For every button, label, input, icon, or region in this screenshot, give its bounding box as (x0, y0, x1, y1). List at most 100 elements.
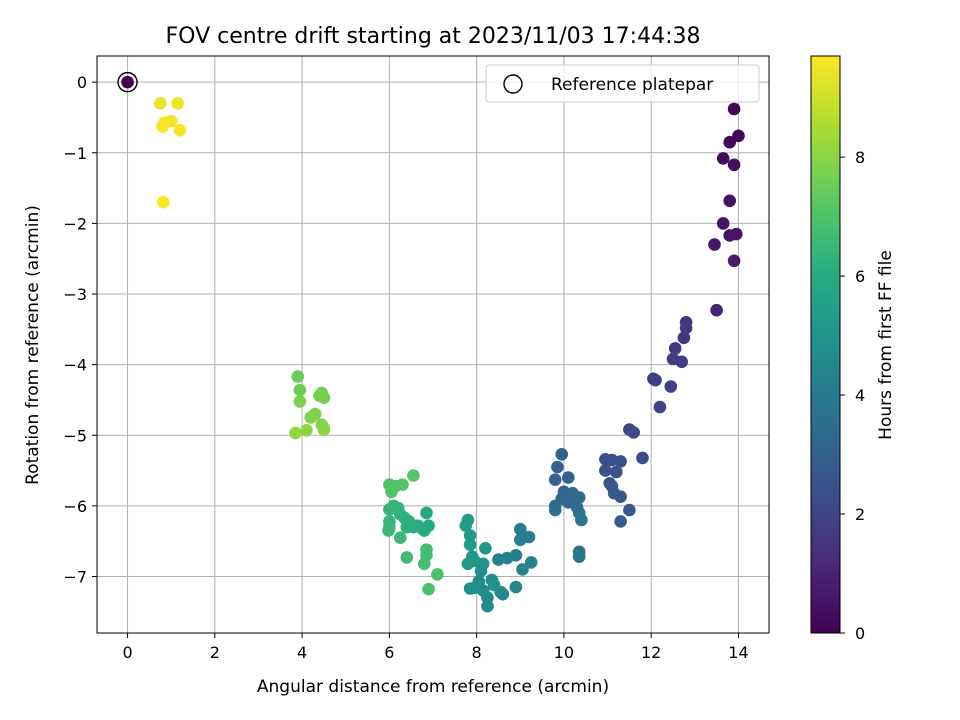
data-point (396, 478, 409, 492)
data-point (157, 195, 170, 209)
data-point (548, 473, 562, 487)
data-point (562, 471, 575, 484)
data-point (727, 254, 741, 268)
data-point (514, 522, 527, 536)
legend-box (485, 64, 760, 103)
data-point (708, 238, 721, 251)
data-point (599, 464, 612, 477)
data-point (463, 529, 477, 542)
y-axis-ticks: 0 −1 −2 −3 −4 −5 −6 −7 (63, 73, 97, 587)
x-tick-label: 10 (554, 643, 574, 662)
data-point (422, 582, 435, 596)
scatter-points (154, 97, 745, 613)
data-point (496, 587, 510, 601)
x-axis-ticks: 0 2 4 6 8 10 12 14 (122, 633, 749, 662)
data-point (710, 303, 723, 317)
colorbar-tick-label: 6 (855, 267, 865, 286)
y-axis-label: Rotation from reference (arcmin) (23, 205, 43, 485)
data-point (418, 557, 431, 571)
data-point (154, 97, 167, 110)
data-point (492, 553, 505, 566)
data-point (677, 331, 691, 345)
data-point (627, 426, 640, 439)
data-point (727, 158, 741, 172)
data-point (394, 531, 407, 544)
data-point (400, 551, 414, 564)
data-point (610, 465, 623, 479)
data-point (461, 557, 475, 571)
reference-point-fill (121, 75, 134, 89)
colorbar-tick-label: 2 (855, 505, 865, 524)
data-point (171, 97, 184, 110)
data-point (675, 355, 688, 369)
data-point (551, 460, 564, 474)
colorbar-tick-label: 4 (855, 386, 865, 405)
y-tick-label: −2 (63, 214, 87, 233)
data-point (156, 120, 169, 133)
data-point (487, 578, 501, 592)
colorbar-tick-label: 0 (855, 624, 865, 643)
data-point (514, 533, 527, 547)
data-point (420, 506, 433, 520)
x-axis-label: Angular distance from reference (arcmin) (257, 677, 609, 697)
chart-title: FOV centre drift starting at 2023/11/03 … (166, 24, 701, 49)
colorbar-tick-label: 8 (855, 148, 865, 167)
data-point (463, 582, 477, 595)
data-point (727, 102, 741, 116)
data-point (636, 451, 649, 465)
data-point (382, 524, 395, 537)
data-point (516, 563, 529, 576)
x-tick-label: 8 (472, 643, 482, 662)
y-tick-label: 0 (77, 73, 87, 92)
data-point (649, 373, 662, 387)
data-point (668, 342, 682, 355)
y-tick-label: −6 (63, 497, 87, 516)
data-point (723, 194, 736, 208)
data-point (293, 383, 307, 397)
data-point (653, 400, 667, 414)
data-point (572, 491, 586, 504)
x-tick-label: 2 (210, 643, 220, 662)
data-point (383, 503, 396, 516)
data-point (304, 411, 318, 424)
x-tick-label: 6 (384, 643, 394, 662)
data-point (732, 129, 745, 143)
data-point (479, 542, 492, 555)
colorbar-label: Hours from first FF file (876, 250, 896, 440)
plot-frame (96, 55, 770, 634)
data-point (614, 490, 627, 504)
legend-label: Reference platepar (551, 75, 713, 95)
colorbar (810, 55, 841, 634)
data-point (300, 424, 313, 437)
data-point (317, 391, 331, 405)
y-tick-label: −3 (63, 285, 87, 304)
legend-marker (503, 74, 523, 94)
reference-point-ring (117, 71, 138, 93)
data-point (289, 426, 302, 440)
legend: Reference platepar (485, 64, 760, 103)
x-tick-label: 0 (122, 643, 132, 662)
data-point (723, 135, 736, 149)
data-point (524, 556, 538, 569)
data-point (623, 503, 636, 517)
colorbar-ticks: 0 2 4 6 8 (840, 148, 865, 643)
data-point (664, 380, 678, 393)
data-point (431, 568, 444, 581)
x-tick-label: 4 (297, 643, 307, 662)
data-point (555, 448, 568, 461)
data-point (173, 123, 187, 137)
data-point (548, 503, 562, 517)
data-point (293, 395, 307, 408)
data-point (317, 423, 331, 436)
data-point (509, 580, 523, 594)
data-point (575, 513, 588, 527)
data-point (291, 370, 305, 383)
x-tick-label: 12 (641, 643, 661, 662)
data-point (463, 538, 477, 551)
data-point (614, 515, 627, 528)
data-point (614, 455, 627, 468)
y-tick-label: −7 (63, 568, 87, 587)
y-tick-label: −4 (63, 356, 87, 375)
data-point (572, 550, 586, 563)
